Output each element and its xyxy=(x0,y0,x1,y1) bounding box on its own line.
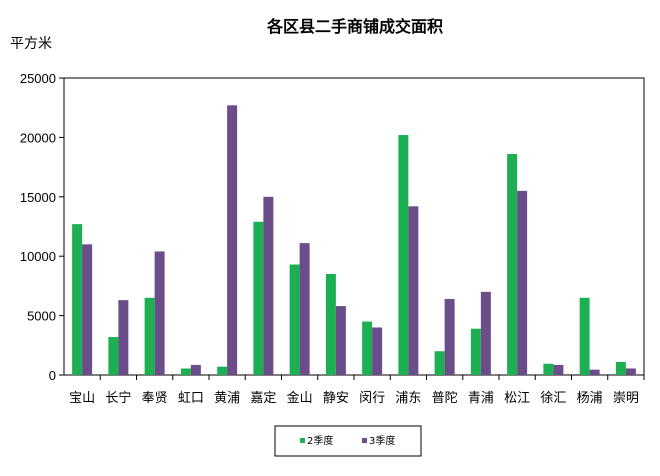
bar-q2-7 xyxy=(325,274,336,375)
x-tick-label: 奉贤 xyxy=(142,391,168,406)
bar-q2-12 xyxy=(507,154,518,375)
x-tick-label: 长宁 xyxy=(105,390,131,406)
bar-q2-0 xyxy=(72,224,83,375)
bar-q3-9 xyxy=(408,206,419,375)
y-axis: 0 5000 10000 15000 20000 25000 xyxy=(20,71,64,383)
bars-group xyxy=(72,105,636,375)
bar-q2-4 xyxy=(217,366,228,375)
x-tick-label: 杨浦 xyxy=(577,391,603,406)
x-tick-label: 虹口 xyxy=(178,391,204,406)
x-tick-label: 黄浦 xyxy=(214,391,240,406)
legend-swatch-q2 xyxy=(300,438,305,443)
bar-q3-5 xyxy=(263,196,274,375)
x-tick-label: 崇明 xyxy=(613,391,639,406)
x-tick-label: 金山 xyxy=(287,390,313,406)
bar-q2-1 xyxy=(108,336,119,375)
bar-q3-13 xyxy=(553,364,564,375)
bar-q2-15 xyxy=(615,361,626,375)
bar-q2-13 xyxy=(543,363,554,375)
y-tick-label: 5000 xyxy=(27,309,56,324)
bar-q3-10 xyxy=(444,298,455,375)
y-axis-unit-label: 平方米 xyxy=(10,36,52,52)
x-tick-label: 普陀 xyxy=(432,390,458,406)
bar-q3-1 xyxy=(118,300,129,375)
bar-q3-2 xyxy=(154,251,165,375)
x-tick-label: 静安 xyxy=(323,391,349,406)
bar-q2-10 xyxy=(434,351,445,375)
bar-q3-11 xyxy=(480,291,491,375)
legend-label-q3: 3季度 xyxy=(369,434,395,447)
x-tick-label: 松江 xyxy=(504,391,530,406)
bar-q2-9 xyxy=(398,135,409,375)
bar-q2-2 xyxy=(144,297,155,375)
bar-q2-6 xyxy=(289,264,300,375)
bar-q3-15 xyxy=(625,368,636,375)
x-tick-label: 徐汇 xyxy=(540,391,566,406)
bar-q2-11 xyxy=(470,328,481,375)
legend-label-q2: 2季度 xyxy=(307,434,333,447)
bar-q3-14 xyxy=(589,369,600,375)
legend: 2季度 3季度 xyxy=(274,425,422,457)
x-tick-label: 闵行 xyxy=(359,391,385,406)
bar-q3-6 xyxy=(299,243,310,375)
chart-title: 各区县二手商铺成交面积 xyxy=(266,17,443,36)
x-tick-label: 宝山 xyxy=(69,391,95,406)
bar-q3-4 xyxy=(227,105,238,375)
legend-frame xyxy=(274,425,422,457)
bar-q3-8 xyxy=(372,327,383,375)
bar-q2-5 xyxy=(253,221,264,375)
bar-q2-3 xyxy=(180,368,191,375)
x-tick-label: 嘉定 xyxy=(250,391,276,406)
y-tick-label: 10000 xyxy=(20,249,56,264)
y-tick-label: 0 xyxy=(49,368,56,383)
y-tick-label: 20000 xyxy=(20,130,56,145)
y-tick-label: 25000 xyxy=(20,71,56,86)
x-tick-label: 青浦 xyxy=(468,391,494,406)
x-tick-label: 浦东 xyxy=(395,391,421,406)
legend-swatch-q3 xyxy=(362,438,367,443)
bar-q2-14 xyxy=(579,297,590,375)
bar-q3-7 xyxy=(335,306,346,375)
bar-q3-3 xyxy=(190,364,201,375)
y-tick-label: 15000 xyxy=(20,190,56,205)
bar-q3-12 xyxy=(517,190,528,375)
bar-q3-0 xyxy=(82,244,93,375)
bar-q2-8 xyxy=(362,321,373,375)
x-axis: 宝山 长宁 奉贤 虹口 黄浦 嘉定 金山 静安 闵行 浦东 普陀 青浦 松江 徐汇 杨浦 崇明 xyxy=(69,375,645,406)
